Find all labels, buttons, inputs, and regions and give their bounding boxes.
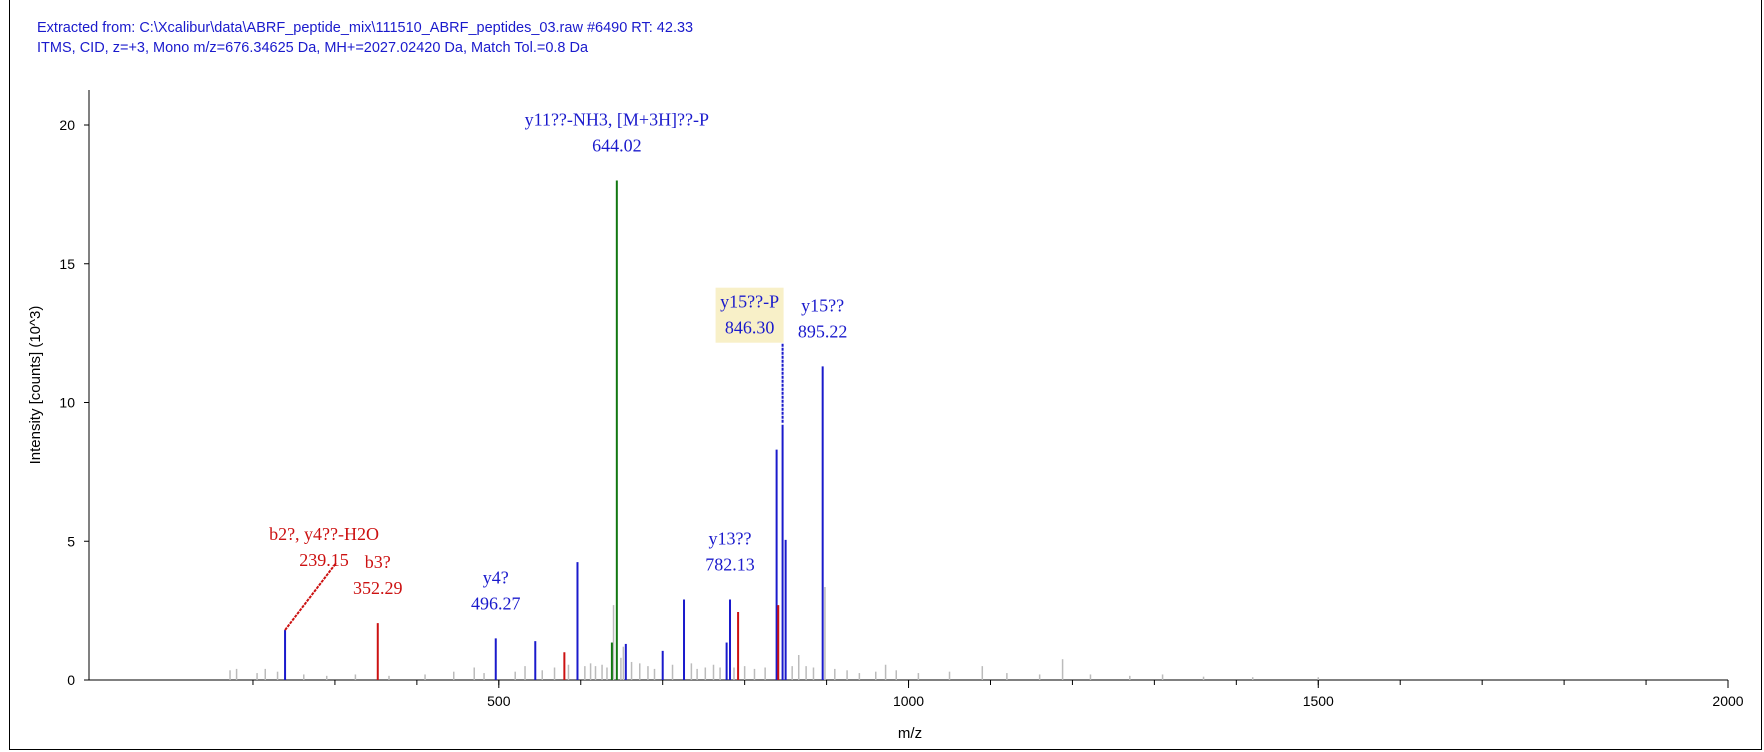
peak-label-text: y15?? <box>801 295 844 315</box>
label-highlight-box <box>715 287 784 343</box>
x-tick-label: 1500 <box>1303 693 1334 709</box>
spectrum-header: Extracted from: C:\Xcalibur\data\ABRF_pe… <box>37 18 693 58</box>
y-tick-label: 5 <box>67 533 75 549</box>
y-tick-label: 10 <box>59 395 75 411</box>
peak-label-text: 895.22 <box>798 321 848 341</box>
peak-label-text: 644.02 <box>592 136 642 156</box>
peak-label-text: y11??-NH3, [M+3H]??-P <box>525 110 709 130</box>
peak-label-text: b2?, y4??-H2O <box>269 524 379 544</box>
y-tick-label: 0 <box>67 672 75 688</box>
peak-label-text: b3? <box>365 552 391 572</box>
peak-label-text: y4? <box>483 567 509 587</box>
header-line-2: ITMS, CID, z=+3, Mono m/z=676.34625 Da, … <box>37 40 589 56</box>
header-line-1: Extracted from: C:\Xcalibur\data\ABRF_pe… <box>37 20 694 36</box>
peak-label-text: 352.29 <box>353 578 403 598</box>
peak-label-text: 782.13 <box>705 555 755 575</box>
peak-label-text: y15??-P <box>720 292 779 312</box>
y-tick-label: 20 <box>59 117 75 133</box>
peak-label-text: y13?? <box>709 529 752 549</box>
chart-frame <box>9 0 1762 750</box>
y-tick-label: 15 <box>59 256 75 272</box>
peak-label-text: 846.30 <box>725 318 775 338</box>
x-axis-title: m/z <box>898 725 922 742</box>
y-axis-title: Intensity [counts] (10^3) <box>27 306 44 465</box>
peak-label-leader <box>284 562 337 631</box>
x-tick-label: 500 <box>487 693 511 709</box>
peak-label-text: 496.27 <box>471 593 521 613</box>
peak-label-text: 239.15 <box>299 550 349 570</box>
x-tick-label: 2000 <box>1712 693 1743 709</box>
x-tick-label: 1000 <box>893 693 924 709</box>
